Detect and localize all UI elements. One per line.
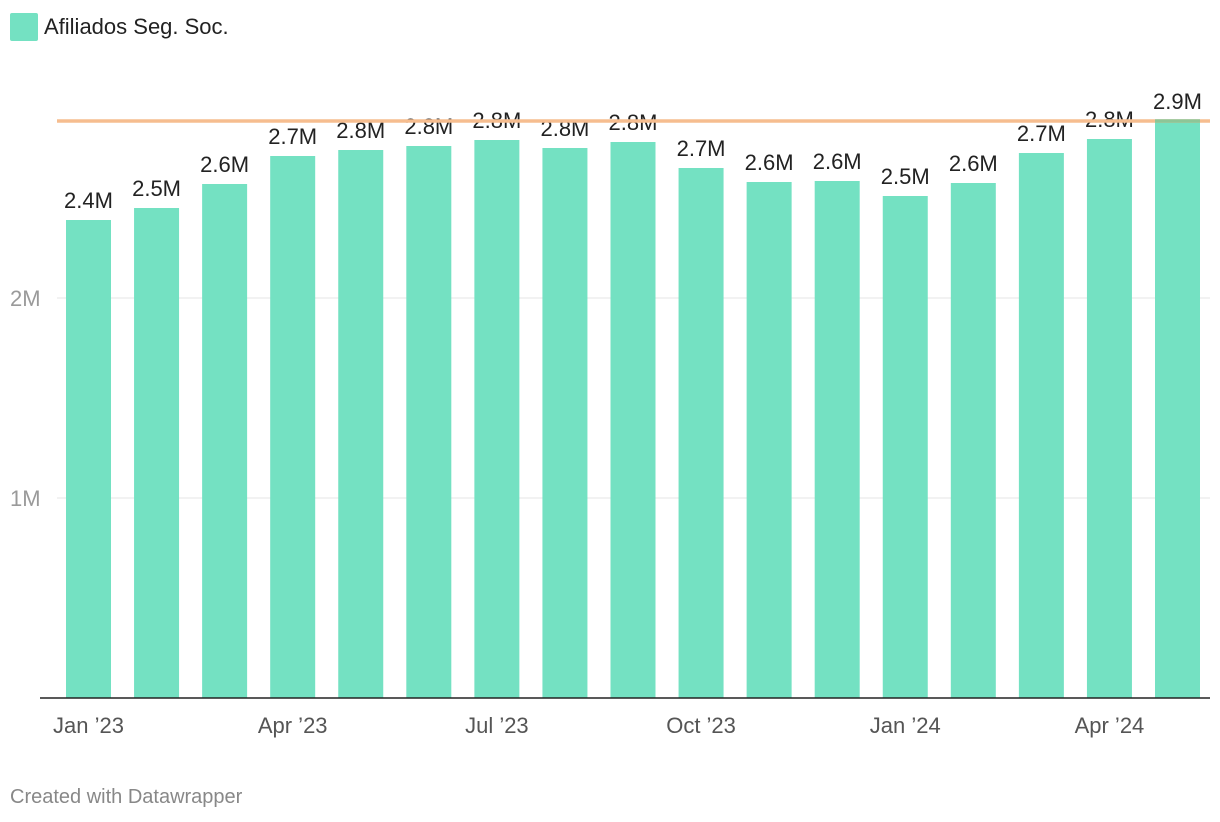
- bar: [1155, 121, 1200, 698]
- bar: [610, 142, 656, 698]
- bar: [270, 156, 316, 698]
- data-label: 2.5M: [881, 164, 930, 189]
- data-label: 2.5M: [132, 176, 181, 201]
- bar: [338, 150, 384, 698]
- legend-swatch: [10, 13, 38, 41]
- x-tick-label: Apr ’23: [258, 713, 328, 738]
- bar: [814, 181, 860, 698]
- bar: [474, 140, 520, 698]
- data-label: 2.6M: [949, 151, 998, 176]
- legend: Afiliados Seg. Soc.: [10, 12, 229, 42]
- x-tick-label: Oct ’23: [666, 713, 736, 738]
- bar: [202, 184, 248, 698]
- data-label: 2.6M: [745, 150, 794, 175]
- y-tick-label: 1M: [10, 486, 41, 511]
- data-label: 2.6M: [200, 152, 249, 177]
- data-label: 2.6M: [813, 149, 862, 174]
- bar: [950, 183, 996, 698]
- data-label: 2.7M: [268, 124, 317, 149]
- bar: [1018, 153, 1064, 698]
- bar: [882, 196, 928, 698]
- data-label: 2.4M: [64, 188, 113, 213]
- legend-label: Afiliados Seg. Soc.: [44, 14, 229, 39]
- bar: [134, 208, 180, 698]
- data-label: 2.9M: [1153, 89, 1202, 114]
- data-label: 2.7M: [677, 136, 726, 161]
- x-tick-label: Jan ’24: [870, 713, 941, 738]
- bars: [66, 121, 1200, 698]
- x-tick-label: Jul ’23: [465, 713, 529, 738]
- bar: [406, 146, 452, 698]
- bar: [66, 220, 111, 698]
- y-tick-label: 2M: [10, 286, 41, 311]
- x-tick-label: Apr ’24: [1075, 713, 1145, 738]
- x-axis: Jan ’23 Apr ’23 Jul ’23 Oct ’23 Jan ’24 Apr ’…: [40, 697, 1210, 738]
- x-tick-label: Jan ’23: [53, 713, 124, 738]
- bar: [1086, 139, 1132, 698]
- data-label: 2.7M: [1017, 121, 1066, 146]
- bar: [746, 182, 792, 698]
- credit-text: Created with Datawrapper: [10, 786, 243, 808]
- data-label: 2.8M: [404, 114, 453, 139]
- bar: [542, 148, 588, 698]
- bar: [678, 168, 724, 698]
- data-labels: 2.4M2.5M2.6M2.7M2.8M2.8M2.8M2.8M2.8M2.7M…: [64, 89, 1202, 213]
